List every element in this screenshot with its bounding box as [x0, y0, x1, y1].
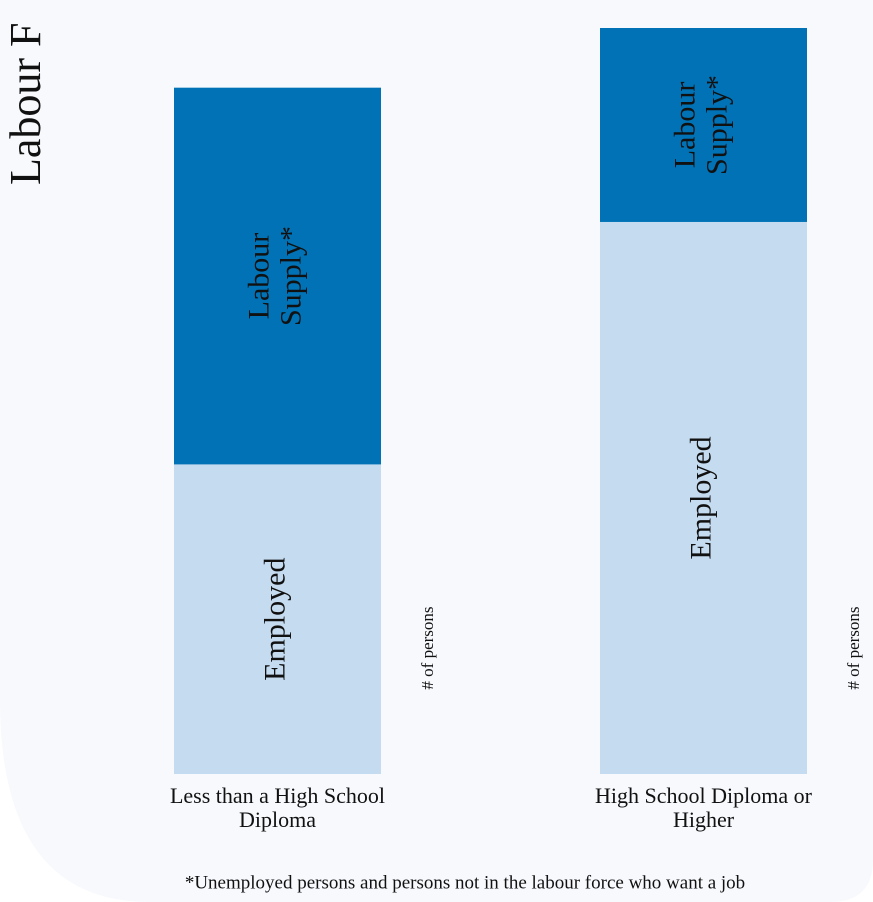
bar-segment: [174, 464, 381, 774]
segment-label: Employed: [258, 558, 291, 681]
segment-label: Employed: [684, 436, 717, 559]
unit-label: # of persons: [418, 606, 437, 689]
chart-title: Labour F: [1, 22, 50, 185]
segment-label: LabourSupply*: [668, 75, 733, 175]
bar-segment: [174, 87, 381, 465]
bar-segment: [600, 28, 807, 222]
segment-label: LabourSupply*: [242, 226, 307, 326]
footnote: *Unemployed persons and persons not in t…: [185, 872, 745, 893]
x-tick-label: Less than a High School Diploma: [170, 783, 385, 832]
bar-segment: [600, 221, 807, 774]
unit-label: # of persons: [844, 606, 863, 689]
x-tick-label: High School Diploma or Higher: [595, 783, 813, 832]
